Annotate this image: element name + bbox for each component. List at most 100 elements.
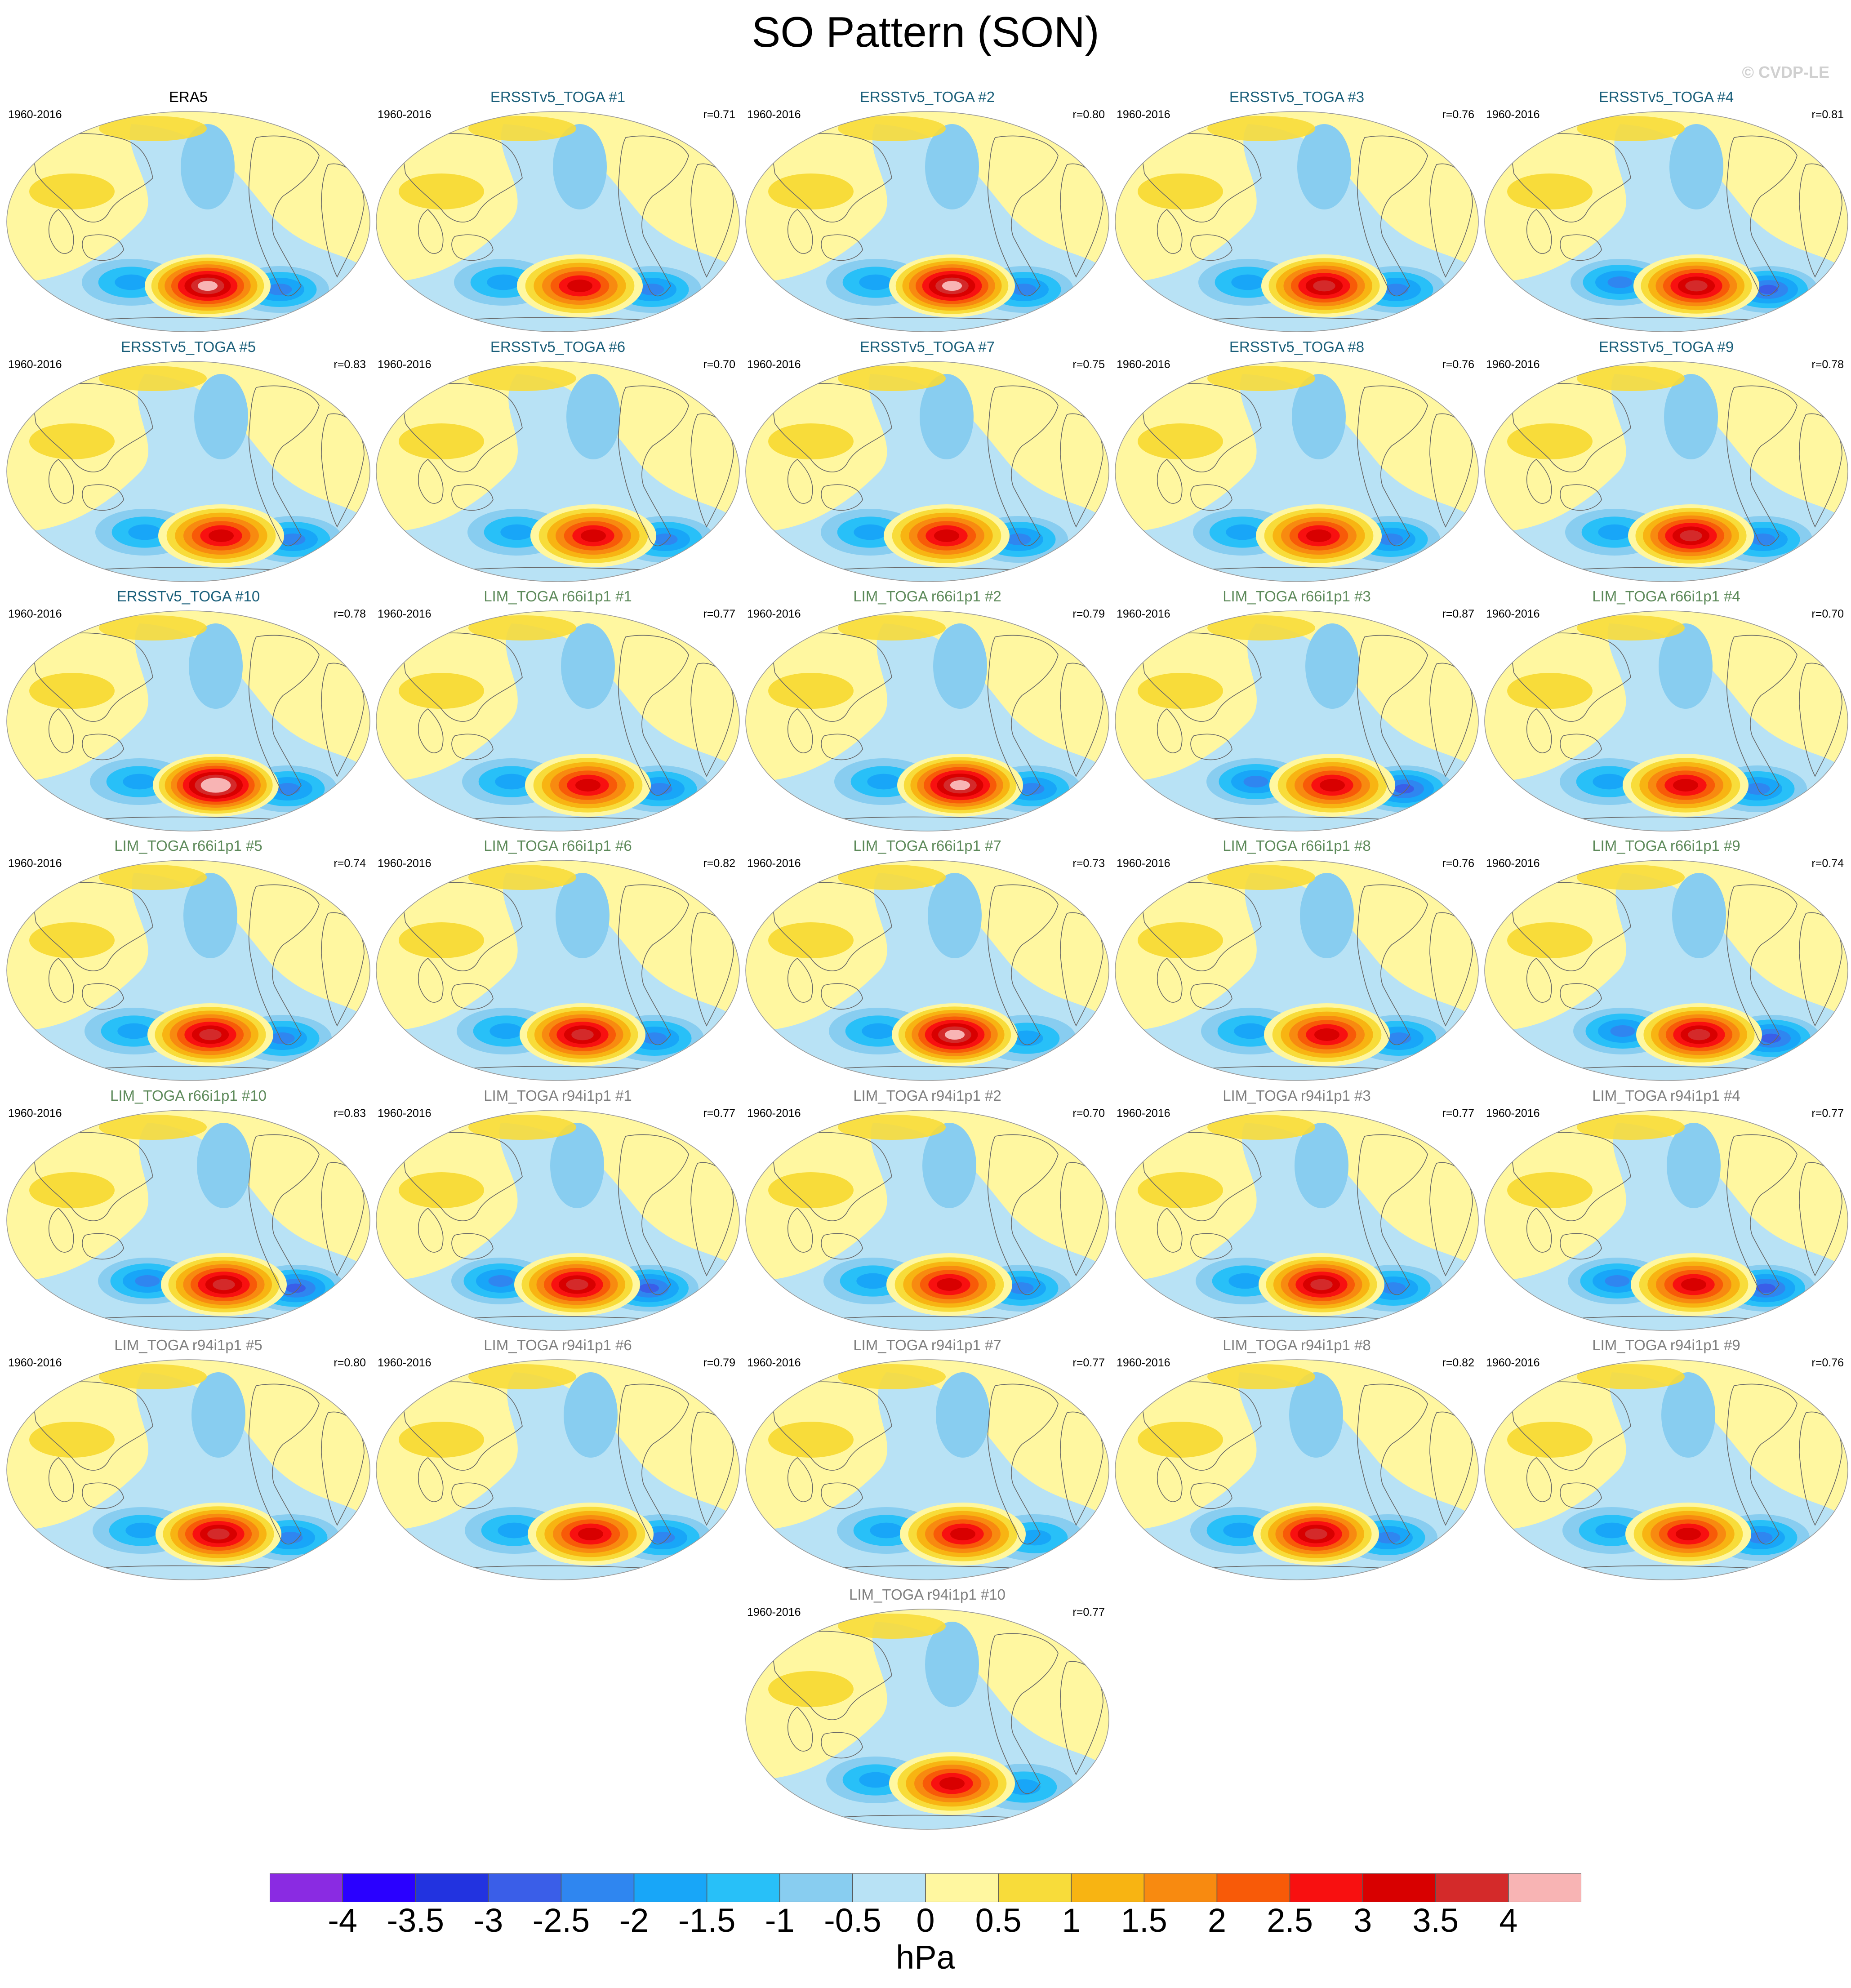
colorbar-swatch: [633, 1873, 707, 1902]
panel-title: ERSSTv5_TOGA #6: [490, 338, 626, 355]
panel-title: ERSSTv5_TOGA #8: [1229, 338, 1365, 355]
panel-period: 1960-2016: [8, 108, 62, 121]
southern-pacific-high: [161, 1253, 287, 1316]
arctic-positive-anomaly: [838, 1364, 946, 1389]
southern-pacific-high: [514, 1253, 640, 1316]
arctic-positive-anomaly: [99, 1364, 207, 1389]
southern-pacific-high: [528, 1503, 654, 1565]
panel-period: 1960-2016: [747, 857, 801, 870]
panel-period: 1960-2016: [1117, 608, 1170, 620]
map-border: [1115, 1359, 1479, 1580]
panel-title: LIM_TOGA r94i1p1 #3: [1223, 1087, 1371, 1104]
panel-period: 1960-2016: [747, 1606, 801, 1619]
panel-title: LIM_TOGA r66i1p1 #5: [114, 837, 263, 854]
map-panel: ERSSTv5_TOGA #8 1960-2016 r=0.76: [1113, 338, 1481, 583]
southern-pacific-high: [145, 254, 271, 317]
north-pacific-negative-lobe: [189, 623, 243, 709]
colorbar-swatch: [998, 1873, 1072, 1902]
indian-ocean-positive-anomaly: [29, 423, 115, 459]
colorbar-tick-label: 0: [916, 1902, 935, 1939]
southern-pacific-high: [153, 754, 279, 817]
panel-title: ERSSTv5_TOGA #7: [859, 338, 995, 355]
colorbar-swatch: [1144, 1873, 1218, 1902]
panel-period: 1960-2016: [8, 1356, 62, 1369]
panel-title: LIM_TOGA r66i1p1 #1: [484, 588, 632, 605]
map-border: [745, 1110, 1109, 1331]
slp-anomaly-map: [376, 361, 740, 582]
map-border: [745, 1359, 1109, 1580]
slp-anomaly-map: [745, 1110, 1109, 1331]
panel-period: 1960-2016: [378, 608, 432, 620]
arctic-positive-anomaly: [99, 1115, 207, 1140]
southern-pacific-high: [889, 254, 1015, 317]
southern-pacific-high: [886, 1253, 1012, 1316]
panel-period: 1960-2016: [378, 1107, 432, 1120]
indian-ocean-positive-anomaly: [768, 173, 854, 209]
indian-ocean-positive-anomaly: [399, 423, 484, 459]
map-panel: ERSSTv5_TOGA #6 1960-2016 r=0.70: [374, 338, 742, 583]
map-panel: LIM_TOGA r66i1p1 #2 1960-2016 r=0.79: [743, 587, 1111, 832]
indian-ocean-positive-anomaly: [1507, 673, 1593, 709]
panel-correlation: r=0.79: [1072, 608, 1105, 620]
slp-anomaly-map: [6, 610, 370, 832]
map-border: [1484, 361, 1848, 582]
slp-anomaly-map: [1115, 361, 1479, 582]
slp-anomaly-map: [6, 361, 370, 582]
map-border: [6, 1110, 370, 1331]
panel-correlation: r=0.71: [703, 108, 735, 121]
map-border: [6, 361, 370, 582]
indian-ocean-positive-anomaly: [1507, 1172, 1593, 1208]
north-pacific-negative-lobe: [566, 374, 620, 459]
indian-ocean-positive-anomaly: [1138, 173, 1223, 209]
map-border: [6, 860, 370, 1081]
panel-period: 1960-2016: [8, 358, 62, 371]
slp-anomaly-map: [745, 361, 1109, 582]
map-border: [745, 610, 1109, 832]
north-pacific-negative-lobe: [564, 1372, 618, 1458]
colorbar-tick-label: 3.5: [1412, 1902, 1459, 1939]
southern-pacific-high: [884, 504, 1010, 567]
arctic-positive-anomaly: [838, 865, 946, 890]
panel-correlation: r=0.82: [703, 857, 735, 870]
panel-title: ERSSTv5_TOGA #10: [116, 588, 260, 605]
arctic-positive-anomaly: [1207, 1364, 1315, 1389]
map-panel: LIM_TOGA r94i1p1 #7 1960-2016 r=0.77: [743, 1336, 1111, 1581]
panel-correlation: r=0.77: [1811, 1107, 1844, 1120]
panel-correlation: r=0.82: [1442, 1356, 1474, 1369]
panel-title: ERSSTv5_TOGA #5: [120, 338, 256, 355]
arctic-positive-anomaly: [468, 1115, 576, 1140]
map-border: [6, 1359, 370, 1580]
southern-pacific-high: [1269, 754, 1395, 817]
map-border: [376, 361, 740, 582]
panel-period: 1960-2016: [8, 608, 62, 620]
arctic-positive-anomaly: [838, 1614, 946, 1639]
map-panel: ERSSTv5_TOGA #9 1960-2016 r=0.78: [1482, 338, 1850, 583]
indian-ocean-positive-anomaly: [768, 1172, 854, 1208]
panel-title: LIM_TOGA r66i1p1 #9: [1592, 837, 1740, 854]
map-panel: LIM_TOGA r94i1p1 #4 1960-2016 r=0.77: [1482, 1087, 1850, 1332]
arctic-positive-anomaly: [468, 366, 576, 391]
panel-correlation: r=0.76: [1811, 1356, 1844, 1369]
map-panel: LIM_TOGA r66i1p1 #10 1960-2016 r=0.83: [4, 1087, 372, 1332]
map-panel: LIM_TOGA r66i1p1 #9 1960-2016 r=0.74: [1482, 837, 1850, 1082]
indian-ocean-positive-anomaly: [399, 1422, 484, 1458]
map-border: [1115, 610, 1479, 832]
map-panel: ERSSTv5_TOGA #3 1960-2016 r=0.76: [1113, 88, 1481, 333]
indian-ocean-positive-anomaly: [399, 673, 484, 709]
slp-anomaly-map: [1484, 860, 1848, 1081]
panel-correlation: r=0.80: [1072, 108, 1105, 121]
southern-pacific-high: [156, 1503, 281, 1565]
map-border: [1484, 1359, 1848, 1580]
map-border: [6, 610, 370, 832]
colorbar-tick-label: -2.5: [532, 1902, 590, 1939]
southern-pacific-high: [900, 1503, 1026, 1565]
arctic-positive-anomaly: [468, 615, 576, 640]
map-border: [1484, 111, 1848, 332]
slp-anomaly-map: [1115, 860, 1479, 1081]
arctic-positive-anomaly: [468, 116, 576, 141]
slp-anomaly-map: [6, 1359, 370, 1580]
panel-title: ERSSTv5_TOGA #1: [490, 89, 626, 105]
north-pacific-negative-lobe: [550, 1123, 604, 1208]
southern-pacific-high: [1264, 1003, 1390, 1066]
north-pacific-negative-lobe: [194, 374, 248, 459]
